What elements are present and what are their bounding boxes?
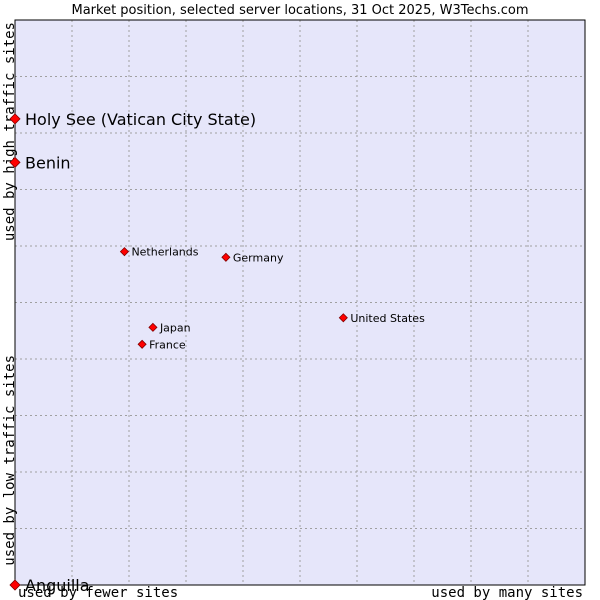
y-axis-label-bottom: used by low traffic sites xyxy=(2,355,18,566)
point-label-united-states: United States xyxy=(350,312,425,325)
grid-lines xyxy=(15,20,585,585)
chart-title: Market position, selected server locatio… xyxy=(71,3,528,18)
point-marker-united-states[interactable] xyxy=(338,313,348,323)
x-axis-label-right: used by many sites xyxy=(431,585,583,600)
x-axis-label-left: used by fewer sites xyxy=(18,585,178,600)
point-label-anguilla: Anguilla xyxy=(25,576,90,595)
point-label-germany: Germany xyxy=(233,251,284,264)
point-marker-germany[interactable] xyxy=(221,252,231,262)
point-marker-holy-see-vatican-city-state[interactable] xyxy=(9,113,21,125)
y-axis-label-top: used by high traffic sites xyxy=(2,22,18,241)
point-marker-anguilla[interactable] xyxy=(9,579,21,591)
plot-border xyxy=(14,19,586,586)
point-label-holy-see-vatican-city-state: Holy See (Vatican City State) xyxy=(25,110,256,129)
point-marker-netherlands[interactable] xyxy=(119,247,130,257)
point-marker-france[interactable] xyxy=(137,339,147,349)
point-label-benin: Benin xyxy=(25,153,71,172)
point-marker-japan[interactable] xyxy=(148,322,158,332)
point-marker-benin[interactable] xyxy=(9,156,21,168)
point-label-netherlands: Netherlands xyxy=(131,246,198,259)
data-points: Holy See (Vatican City State) Benin Nether… xyxy=(9,110,425,595)
point-label-japan: Japan xyxy=(159,321,191,334)
point-label-france: France xyxy=(149,338,186,351)
